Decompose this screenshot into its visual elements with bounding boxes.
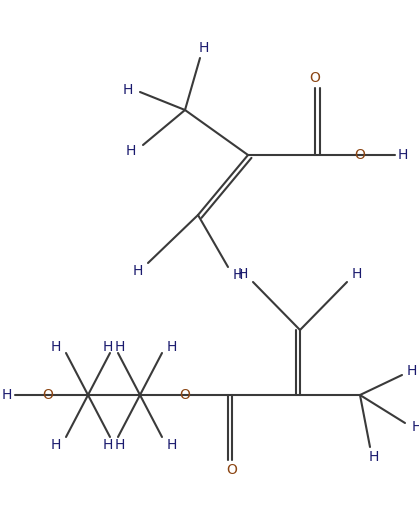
Text: H: H (167, 438, 177, 452)
Text: H: H (51, 438, 61, 452)
Text: H: H (233, 268, 243, 282)
Text: H: H (199, 41, 209, 55)
Text: O: O (354, 148, 365, 162)
Text: H: H (398, 148, 408, 162)
Text: O: O (310, 71, 321, 85)
Text: H: H (51, 340, 61, 354)
Text: H: H (407, 364, 417, 378)
Text: H: H (369, 450, 379, 464)
Text: H: H (123, 83, 133, 97)
Text: H: H (103, 438, 113, 452)
Text: H: H (238, 267, 248, 281)
Text: H: H (115, 438, 125, 452)
Text: H: H (2, 388, 12, 402)
Text: H: H (167, 340, 177, 354)
Text: O: O (180, 388, 191, 402)
Text: H: H (115, 340, 125, 354)
Text: O: O (227, 463, 238, 477)
Text: H: H (126, 144, 136, 158)
Text: H: H (352, 267, 362, 281)
Text: H: H (412, 420, 419, 434)
Text: H: H (103, 340, 113, 354)
Text: O: O (43, 388, 54, 402)
Text: H: H (133, 264, 143, 278)
